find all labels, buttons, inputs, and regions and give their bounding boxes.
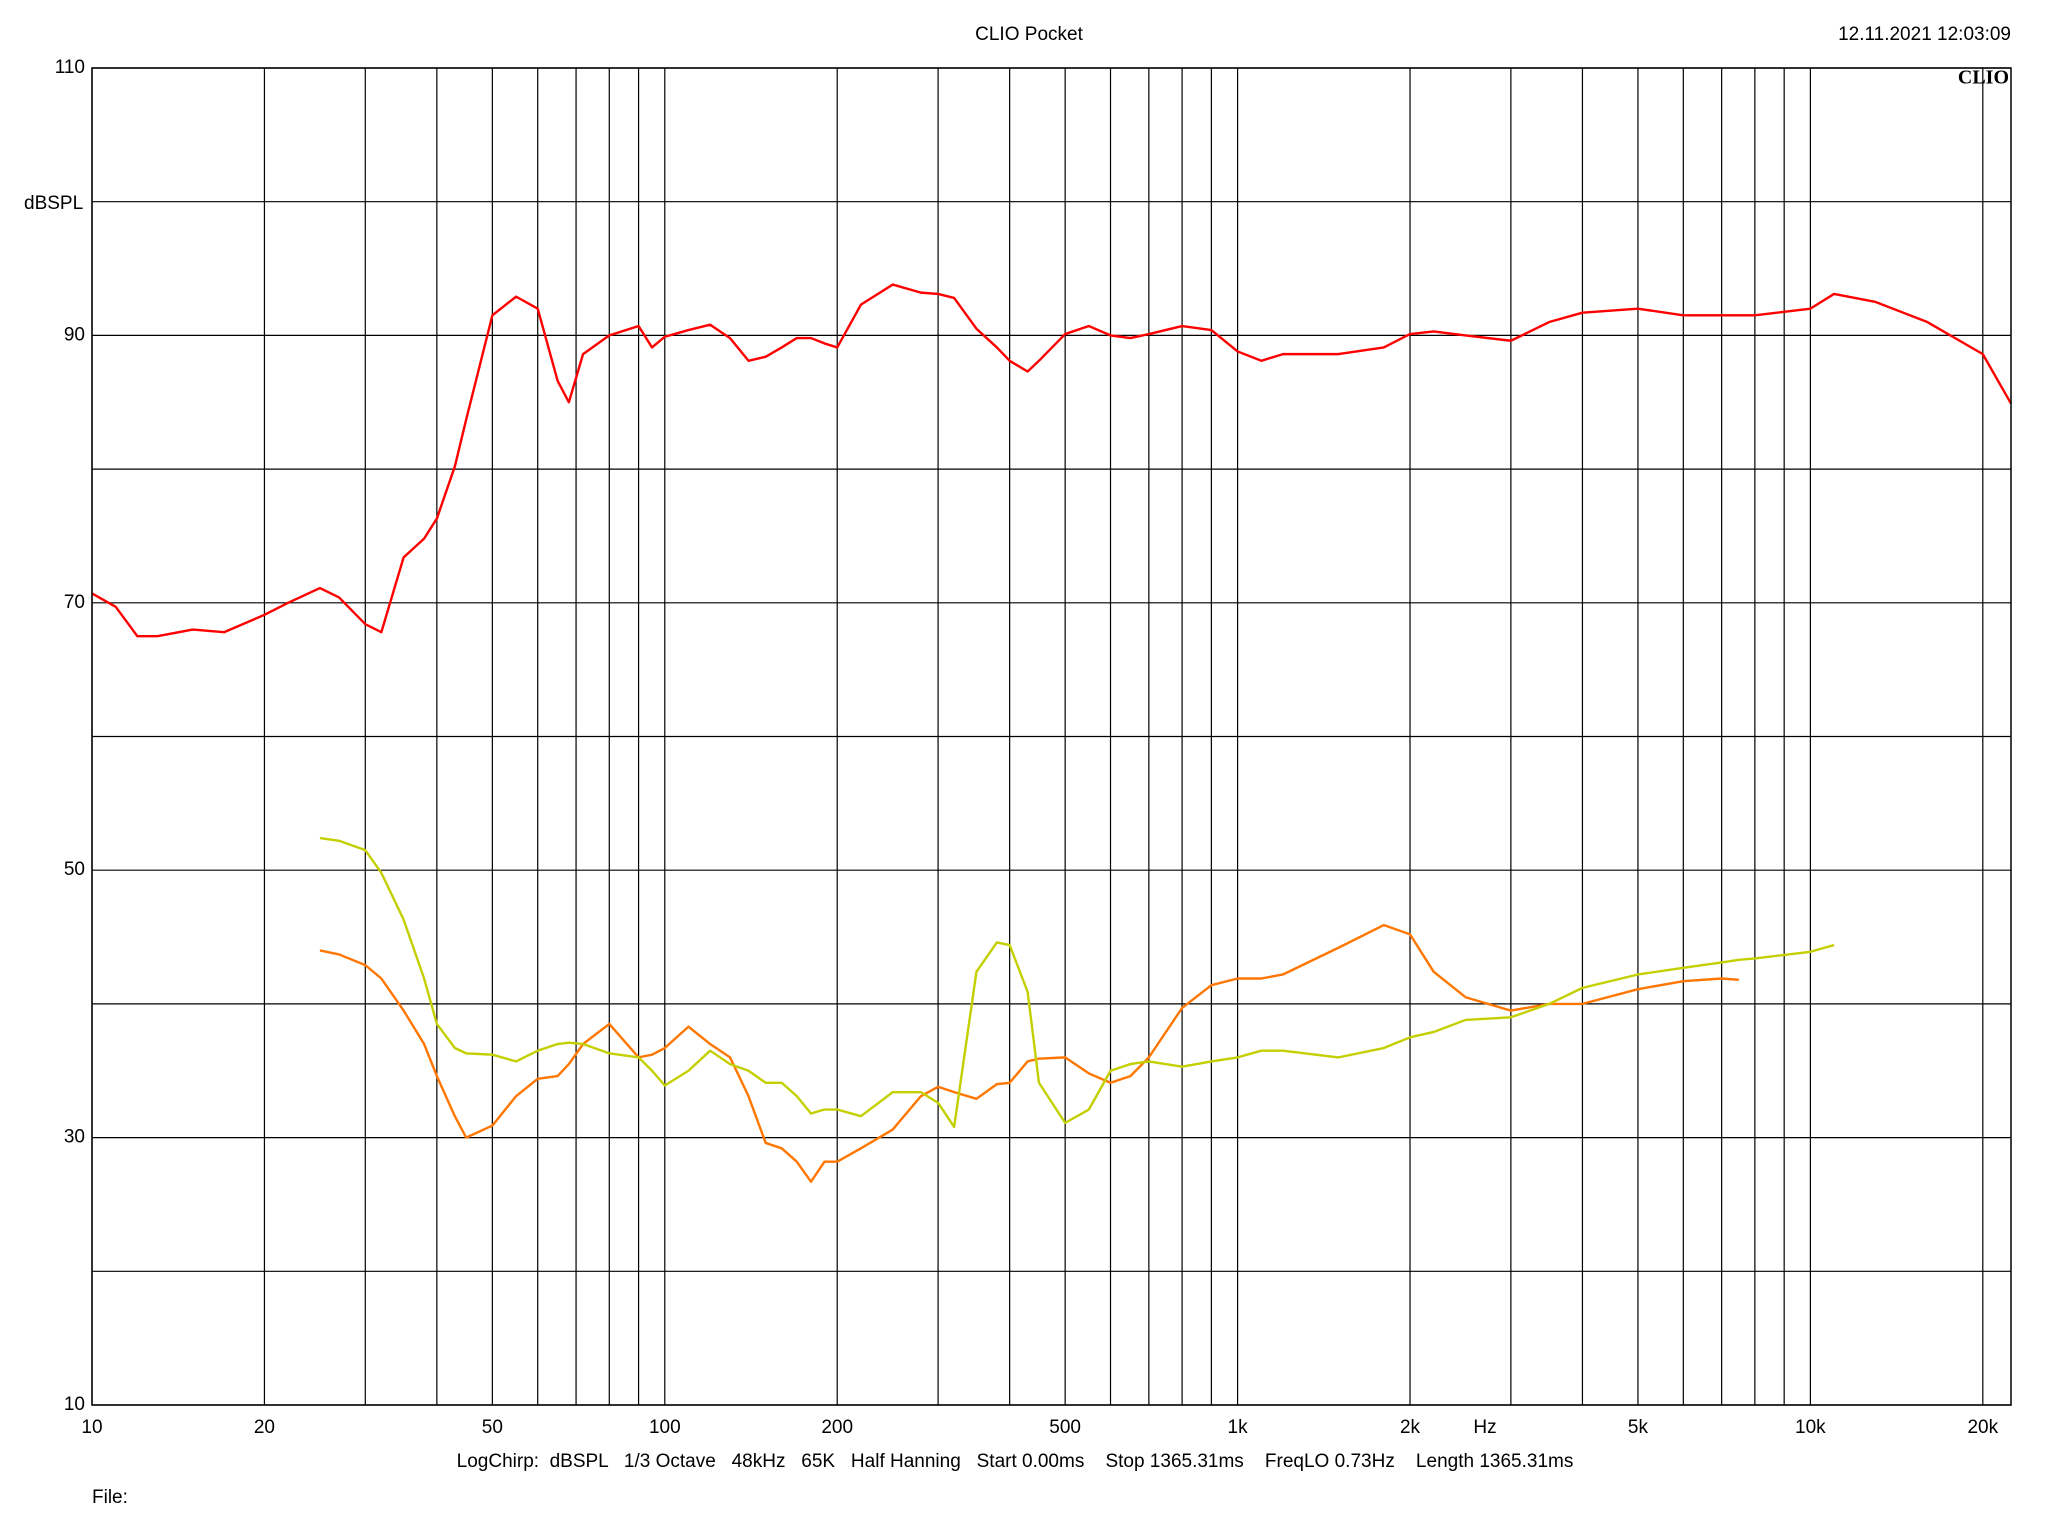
footer: LogChirp: dBSPL 1/3 Octave 48kHz 65K Hal… <box>457 1451 1574 1472</box>
x-tick-label: 20k <box>1967 1417 1998 1438</box>
x-tick-label: 200 <box>821 1417 853 1438</box>
x-tick-label: 50 <box>482 1417 503 1438</box>
series-line <box>319 923 1739 1183</box>
y-tick-label: 30 <box>64 1127 85 1148</box>
x-axis-label: Hz <box>1473 1417 1496 1438</box>
series-line <box>91 283 2013 638</box>
series-line <box>319 836 1835 1129</box>
x-tick-label: 2k <box>1400 1417 1421 1438</box>
y-tick-label: 10 <box>64 1394 85 1415</box>
y-tick-label: 110 <box>55 57 85 78</box>
x-tick-label: 10 <box>81 1417 102 1438</box>
plot-frame <box>91 67 2012 1406</box>
x-tick-label: 5k <box>1628 1417 1649 1438</box>
x-tick-label: 10k <box>1795 1417 1826 1438</box>
y-axis-label: dBSPL <box>24 193 83 214</box>
y-tick-label: 90 <box>64 324 85 345</box>
x-tick-label: 100 <box>649 1417 681 1438</box>
timestamp: 12.11.2021 12:03:09 <box>1838 24 2011 45</box>
x-tick-label: 20 <box>254 1417 275 1438</box>
logo: CLIO <box>1958 67 2009 89</box>
x-tick-label: 1k <box>1228 1417 1249 1438</box>
x-tick-label: 500 <box>1049 1417 1081 1438</box>
file-label: File: <box>92 1487 128 1508</box>
plot-lines <box>91 283 2013 1183</box>
y-tick-label: 50 <box>64 859 85 880</box>
chart-title: CLIO Pocket <box>975 24 1083 45</box>
y-tick-label: 70 <box>64 592 85 613</box>
